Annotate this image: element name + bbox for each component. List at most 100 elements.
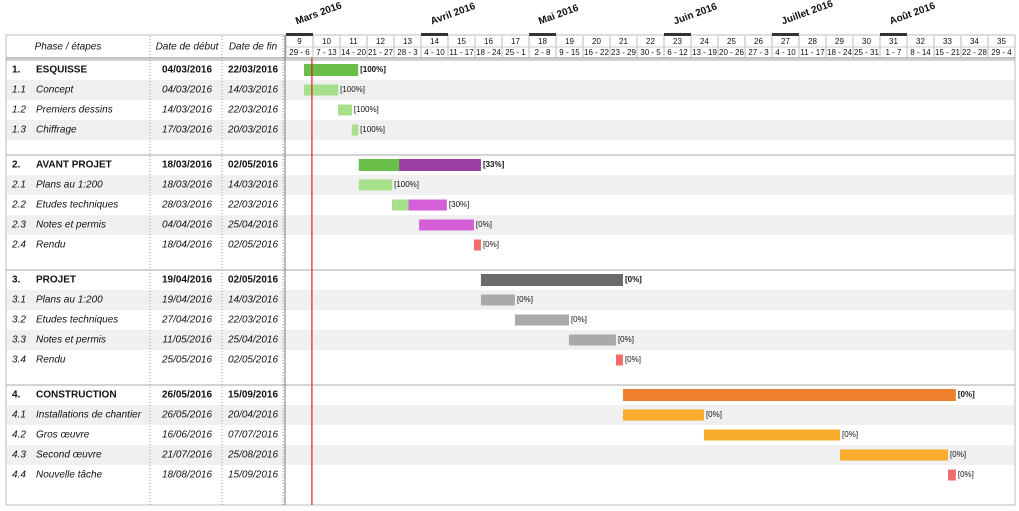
row-shade [7, 405, 1014, 425]
week-dates: 16 - 22 [584, 48, 609, 57]
task-start: 18/08/2016 [162, 470, 212, 481]
task-name: Rendu [36, 355, 66, 366]
row-shade [7, 175, 1014, 195]
week-dates: 7 - 13 [316, 48, 337, 57]
task-name: Premiers dessins [36, 105, 113, 116]
week-number: 22 [646, 37, 655, 46]
week-number: 34 [970, 37, 979, 46]
week-number: 31 [889, 37, 898, 46]
week-dates: 18 - 24 [827, 48, 852, 57]
task-number: 2.3 [11, 220, 26, 231]
progress-label: [0%] [517, 295, 533, 304]
week-dates: 11 - 17 [800, 48, 825, 57]
task-name: Etudes techniques [36, 200, 118, 211]
task-start: 17/03/2016 [162, 125, 212, 136]
progress-label: [100%] [340, 85, 365, 94]
week-dates: 2 - 8 [534, 48, 551, 57]
row-shade [7, 120, 1014, 140]
column-header: Date de début [156, 42, 220, 53]
week-number: 14 [430, 37, 439, 46]
task-bar [615, 354, 623, 366]
progress-label: [0%] [618, 335, 634, 344]
month-label: Mai 2016 [537, 3, 580, 28]
task-start: 04/04/2016 [162, 220, 212, 231]
task-progress [358, 179, 393, 191]
task-name: ESQUISSE [36, 65, 87, 76]
task-bar [622, 389, 956, 401]
task-name: Concept [36, 85, 74, 96]
task-end: 14/03/2016 [228, 180, 278, 191]
month-marker [529, 33, 556, 36]
week-number: 11 [349, 37, 358, 46]
task-start: 27/04/2016 [161, 315, 212, 326]
task-number: 3.3 [12, 335, 26, 346]
task-name: Notes et permis [36, 335, 106, 346]
progress-label: [0%] [483, 240, 499, 249]
week-number: 25 [727, 37, 736, 46]
task-number: 4.4 [12, 470, 26, 481]
month-marker [664, 33, 691, 36]
week-dates: 25 - 31 [854, 48, 879, 57]
task-progress [304, 64, 359, 76]
task-end: 25/04/2016 [227, 335, 278, 346]
week-dates: 13 - 19 [692, 48, 717, 57]
week-dates: 14 - 20 [341, 48, 366, 57]
task-name: Rendu [36, 240, 66, 251]
month-label: Mars 2016 [294, 0, 344, 27]
week-dates: 22 - 28 [962, 48, 987, 57]
week-number: 33 [943, 37, 952, 46]
week-number: 16 [484, 37, 493, 46]
task-end: 02/05/2016 [228, 355, 278, 366]
task-progress [338, 104, 352, 116]
task-number: 1.3 [12, 125, 26, 136]
month-marker [772, 33, 799, 36]
week-number: 35 [997, 37, 1006, 46]
week-dates: 29 - 4 [991, 48, 1012, 57]
week-dates: 27 - 3 [748, 48, 769, 57]
task-end: 22/03/2016 [227, 105, 278, 116]
week-number: 17 [511, 37, 520, 46]
week-number: 19 [565, 37, 574, 46]
task-bar [568, 334, 616, 346]
row-shade [7, 445, 1014, 465]
task-progress [304, 84, 339, 96]
task-name: Plans au 1:200 [36, 180, 103, 191]
row-shade [7, 80, 1014, 100]
progress-label: [0%] [571, 315, 587, 324]
task-bar [419, 219, 474, 231]
week-number: 13 [403, 37, 412, 46]
task-end: 14/03/2016 [228, 85, 278, 96]
task-name: Etudes techniques [36, 315, 118, 326]
month-marker [421, 33, 448, 36]
week-dates: 18 - 24 [476, 48, 501, 57]
week-dates: 1 - 7 [885, 48, 902, 57]
week-number: 10 [322, 37, 331, 46]
task-end: 02/05/2016 [228, 240, 278, 251]
task-bar [948, 469, 956, 481]
task-start: 16/06/2016 [162, 430, 212, 441]
task-start: 18/03/2016 [162, 160, 212, 171]
task-bar [392, 199, 447, 211]
task-end: 14/03/2016 [228, 295, 278, 306]
week-dates: 25 - 1 [505, 48, 526, 57]
week-dates: 29 - 6 [289, 48, 310, 57]
task-number: 2. [12, 160, 21, 171]
week-dates: 28 - 3 [397, 48, 418, 57]
task-name: Chiffrage [36, 125, 77, 136]
month-marker [286, 33, 313, 36]
task-start: 18/04/2016 [162, 240, 212, 251]
week-dates: 9 - 15 [559, 48, 580, 57]
progress-label: [100%] [354, 105, 379, 114]
task-number: 1.1 [12, 85, 26, 96]
week-dates: 15 - 21 [935, 48, 960, 57]
task-end: 02/05/2016 [228, 275, 278, 286]
task-number: 3.1 [12, 295, 26, 306]
week-number: 30 [862, 37, 871, 46]
task-start: 25/05/2016 [161, 355, 212, 366]
task-end: 25/08/2016 [227, 450, 278, 461]
week-number: 12 [376, 37, 385, 46]
week-dates: 6 - 12 [667, 48, 688, 57]
month-marker [880, 33, 907, 36]
row-shade [7, 215, 1014, 235]
